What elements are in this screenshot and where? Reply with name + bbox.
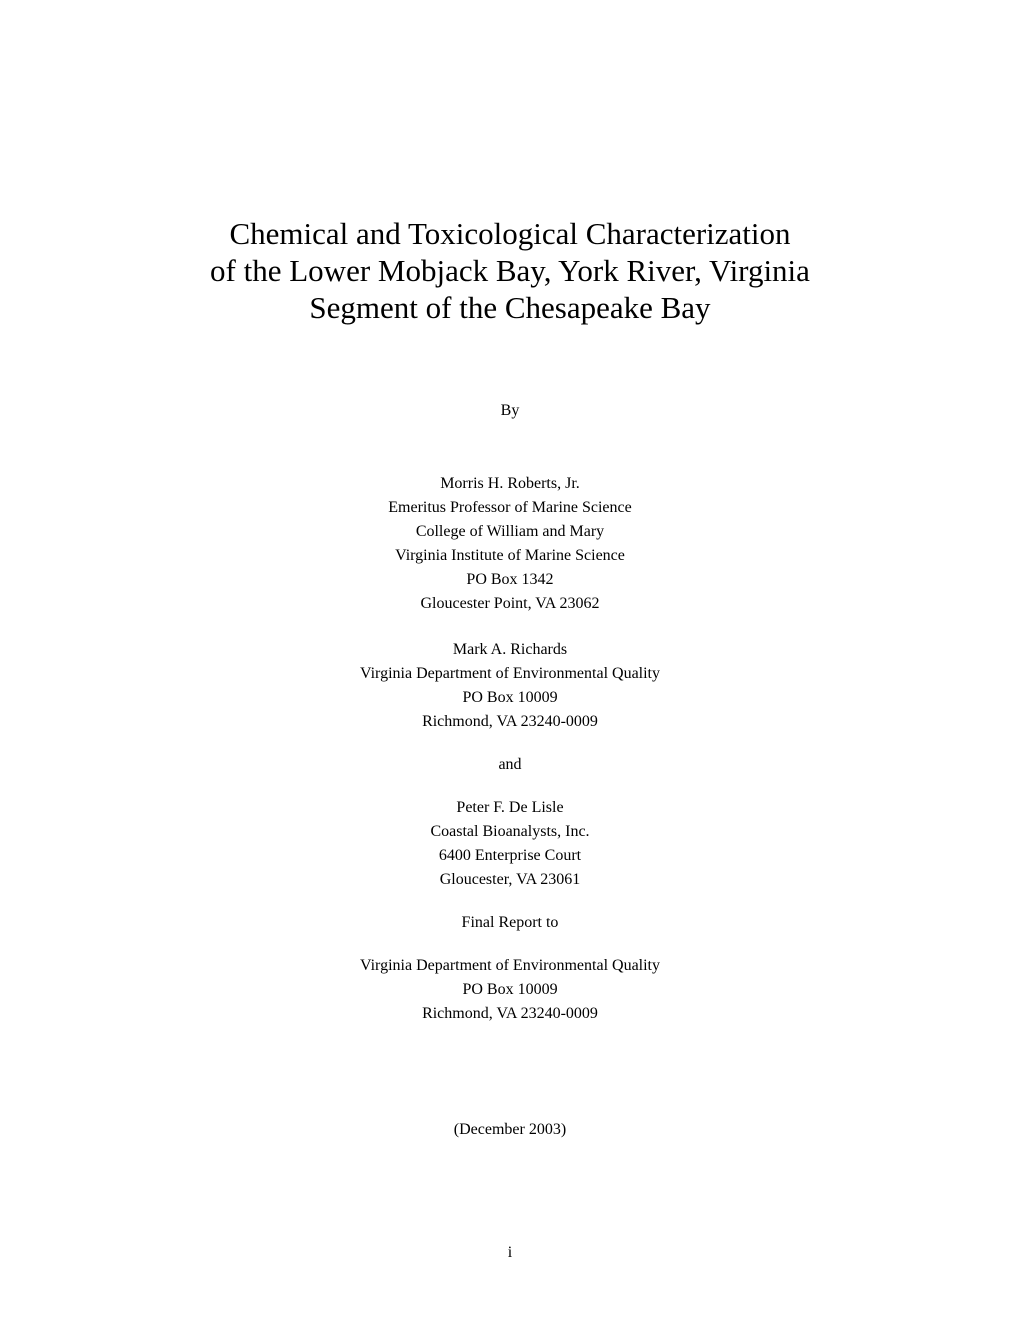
author-3-block: Peter F. De Lisle Coastal Bioanalysts, I…	[430, 796, 589, 892]
recipient-address-1: PO Box 10009	[360, 978, 660, 1002]
by-label: By	[501, 402, 520, 420]
title-line-2: of the Lower Mobjack Bay, York River, Vi…	[210, 252, 810, 289]
author-1-address-1: PO Box 1342	[388, 568, 631, 592]
page-number: i	[508, 1244, 512, 1262]
date: (December 2003)	[454, 1121, 566, 1139]
author-1-name: Morris H. Roberts, Jr.	[388, 472, 631, 496]
author-1-address-2: Gloucester Point, VA 23062	[388, 592, 631, 616]
author-3-address-1: 6400 Enterprise Court	[430, 844, 589, 868]
title-block: Chemical and Toxicological Characterizat…	[210, 215, 810, 327]
author-1-title: Emeritus Professor of Marine Science	[388, 496, 631, 520]
recipient-address-2: Richmond, VA 23240-0009	[360, 1002, 660, 1026]
recipient-block: Virginia Department of Environmental Qua…	[360, 954, 660, 1026]
author-2-address-1: PO Box 10009	[360, 686, 660, 710]
title-line-3: Segment of the Chesapeake Bay	[210, 289, 810, 326]
recipient-institution: Virginia Department of Environmental Qua…	[360, 954, 660, 978]
author-2-institution: Virginia Department of Environmental Qua…	[360, 662, 660, 686]
author-2-name: Mark A. Richards	[360, 638, 660, 662]
author-1-institution-2: Virginia Institute of Marine Science	[388, 544, 631, 568]
document-page: Chemical and Toxicological Characterizat…	[0, 0, 1020, 1320]
author-2-block: Mark A. Richards Virginia Department of …	[360, 638, 660, 734]
author-1-block: Morris H. Roberts, Jr. Emeritus Professo…	[388, 472, 631, 616]
author-3-address-2: Gloucester, VA 23061	[430, 868, 589, 892]
author-1-institution-1: College of William and Mary	[388, 520, 631, 544]
author-3-institution: Coastal Bioanalysts, Inc.	[430, 820, 589, 844]
final-report-label: Final Report to	[462, 914, 559, 932]
author-2-address-2: Richmond, VA 23240-0009	[360, 710, 660, 734]
title-line-1: Chemical and Toxicological Characterizat…	[210, 215, 810, 252]
author-3-name: Peter F. De Lisle	[430, 796, 589, 820]
connector-and: and	[498, 756, 521, 774]
